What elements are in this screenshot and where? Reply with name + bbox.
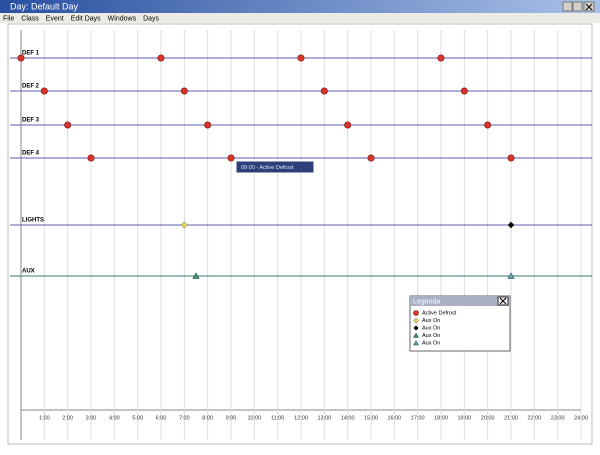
- legend-label: Aux On: [422, 318, 440, 324]
- event-marker[interactable]: [320, 87, 328, 95]
- menu-bar: [0, 13, 600, 23]
- x-tick-label: 20:00: [481, 415, 495, 421]
- x-tick-label: 16:00: [387, 415, 401, 421]
- x-tick-label: 5:00: [132, 415, 143, 421]
- x-tick-label: 8:00: [202, 415, 213, 421]
- event-marker[interactable]: [180, 221, 188, 229]
- legend-label: Aux On: [422, 333, 440, 339]
- x-tick-label: 21:00: [504, 415, 518, 421]
- event-marker[interactable]: [192, 272, 200, 279]
- x-tick-label: 2:00: [62, 415, 73, 421]
- x-tick-label: 1:00: [39, 415, 50, 421]
- legend-marker: [413, 339, 419, 346]
- legend-title: Legenda: [413, 298, 440, 305]
- row-label: AUX: [22, 269, 35, 275]
- menu-item[interactable]: File: [3, 15, 14, 22]
- x-tick-label: 4:00: [109, 415, 120, 421]
- x-tick-label: 6:00: [156, 415, 167, 421]
- event-marker[interactable]: [507, 221, 515, 229]
- event-marker[interactable]: [204, 121, 212, 129]
- legend-titlebar: [410, 296, 510, 306]
- row-label: DEF 1: [22, 51, 40, 57]
- event-marker[interactable]: [484, 121, 492, 129]
- event-marker[interactable]: [437, 54, 445, 62]
- legend-close-icon: [499, 297, 507, 305]
- menu-item[interactable]: Days: [143, 15, 159, 22]
- minimize-button[interactable]: [562, 1, 573, 12]
- row-label: DEF 4: [22, 151, 40, 157]
- tooltip-text: 09:00 - Active Defrost: [241, 165, 294, 171]
- title-bar: [0, 0, 600, 13]
- legend-marker: [413, 325, 419, 331]
- event-marker[interactable]: [460, 87, 468, 95]
- x-tick-label: 13:00: [317, 415, 331, 421]
- event-marker[interactable]: [157, 54, 165, 62]
- x-tick-label: 23:00: [551, 415, 565, 421]
- legend-marker: [413, 332, 419, 338]
- event-marker[interactable]: [17, 54, 25, 62]
- x-tick-label: 15:00: [364, 415, 378, 421]
- x-tick-label: 19:00: [457, 415, 471, 421]
- x-tick-label: 7:00: [179, 415, 190, 421]
- menu-item[interactable]: Class: [21, 15, 39, 22]
- x-tick-label: 10:00: [247, 415, 261, 421]
- x-tick-label: 14:00: [341, 415, 355, 421]
- x-tick-label: 17:00: [411, 415, 425, 421]
- row-label: DEF 3: [22, 118, 40, 124]
- x-tick-label: 9:00: [226, 415, 237, 421]
- legend-label: Aux On: [422, 325, 440, 331]
- event-marker[interactable]: [507, 272, 515, 279]
- x-tick-label: 18:00: [434, 415, 448, 421]
- legend-marker: [413, 310, 419, 316]
- menu-item[interactable]: Windows: [108, 15, 137, 22]
- event-marker[interactable]: [297, 54, 305, 62]
- event-marker[interactable]: [227, 154, 235, 162]
- legend-label: Active Defrost: [422, 310, 457, 316]
- x-tick-label: 11:00: [271, 415, 284, 421]
- window-title: Day: Default Day: [10, 1, 79, 11]
- maximize-button[interactable]: [572, 1, 583, 12]
- tooltip: [235, 160, 315, 174]
- row-label: LIGHTS: [22, 218, 44, 224]
- x-tick-label: 22:00: [527, 415, 541, 421]
- event-marker[interactable]: [87, 154, 95, 162]
- row-label: DEF 2: [22, 84, 40, 90]
- event-marker[interactable]: [344, 121, 352, 129]
- x-tick-label: 3:00: [86, 415, 97, 421]
- x-tick-label: 12:00: [294, 415, 308, 421]
- legend-marker: [413, 317, 419, 324]
- event-marker[interactable]: [64, 121, 72, 129]
- legend-label: Aux On: [422, 340, 440, 346]
- menu-item[interactable]: Event: [46, 15, 64, 22]
- x-tick-label: 24:00: [574, 415, 588, 421]
- chart-area: [7, 23, 593, 445]
- event-marker[interactable]: [180, 87, 188, 95]
- menu-item[interactable]: Edit Days: [71, 15, 101, 22]
- event-marker[interactable]: [507, 154, 515, 162]
- event-marker[interactable]: [40, 87, 48, 95]
- event-marker[interactable]: [367, 154, 375, 162]
- close-icon: [585, 3, 593, 11]
